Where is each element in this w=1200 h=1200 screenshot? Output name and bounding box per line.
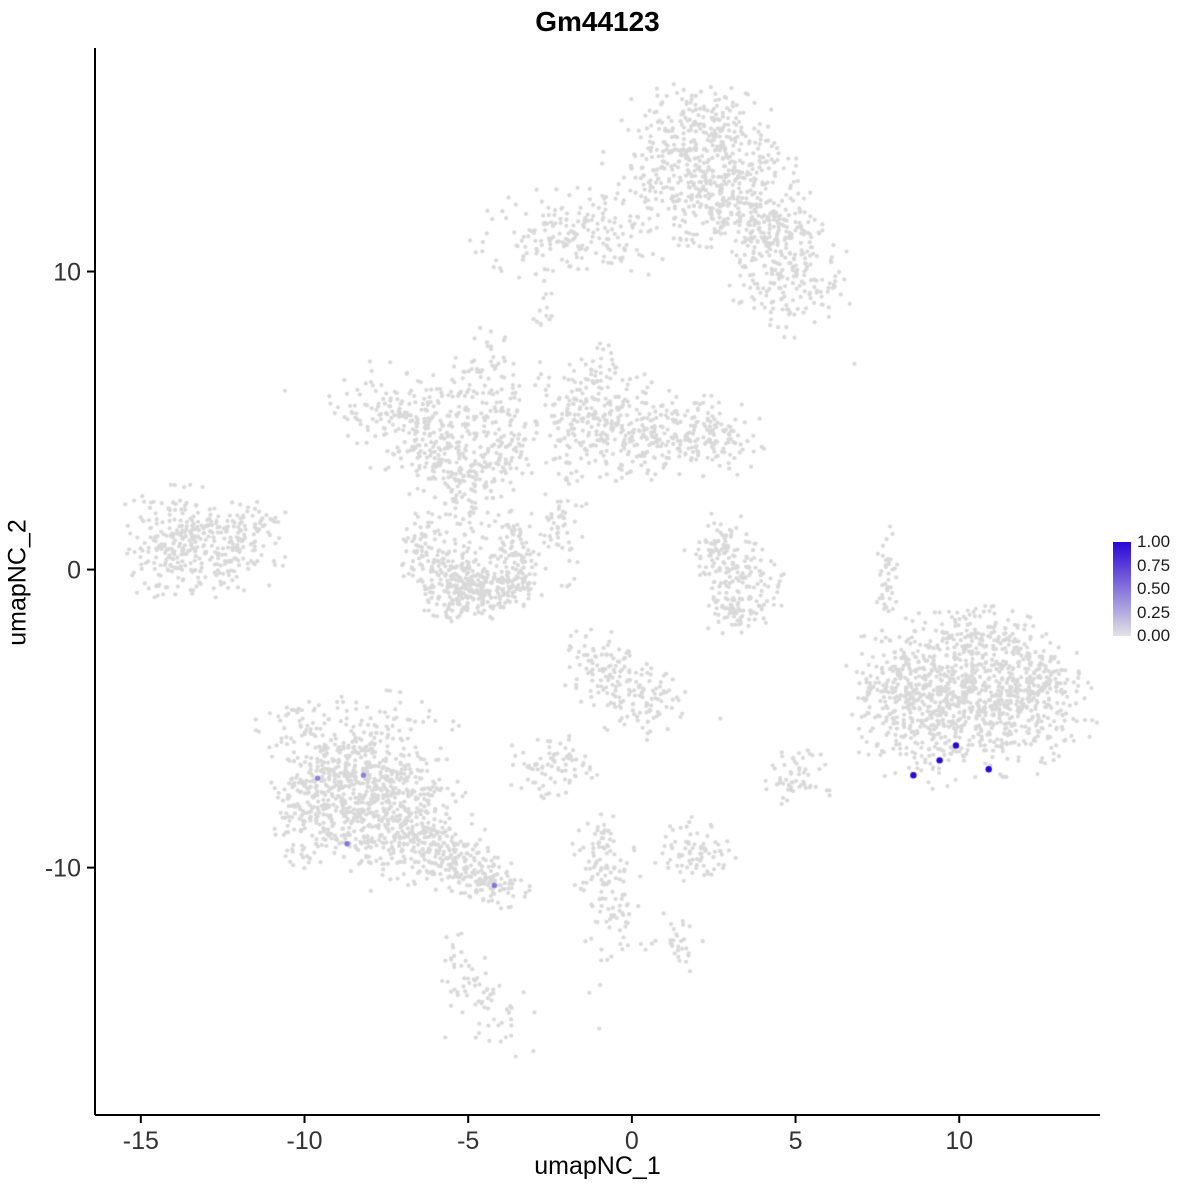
y-axis-label: umapNC_2 [3, 519, 32, 646]
x-tick-label: 10 [945, 1127, 973, 1155]
y-tick-label: 0 [67, 557, 81, 585]
legend-label: 0.75 [1137, 555, 1171, 575]
y-tick-label: -10 [45, 855, 81, 883]
x-tick-label: -15 [123, 1127, 159, 1155]
legend-label: 1.00 [1137, 532, 1171, 551]
x-tick-label: 5 [789, 1127, 803, 1155]
x-tick-label: 0 [625, 1127, 639, 1155]
legend-label: 0.50 [1137, 579, 1171, 598]
x-tick-label: -10 [286, 1127, 322, 1155]
plot-title: Gm44123 [535, 6, 660, 37]
legend-label: 0.25 [1137, 602, 1171, 622]
x-axis-label: umapNC_1 [534, 1152, 661, 1180]
x-tick-label: -5 [457, 1127, 479, 1155]
y-tick-label: 10 [53, 259, 81, 287]
legend-label: 0.00 [1137, 626, 1171, 645]
legend-gradient-bar [1113, 542, 1131, 636]
